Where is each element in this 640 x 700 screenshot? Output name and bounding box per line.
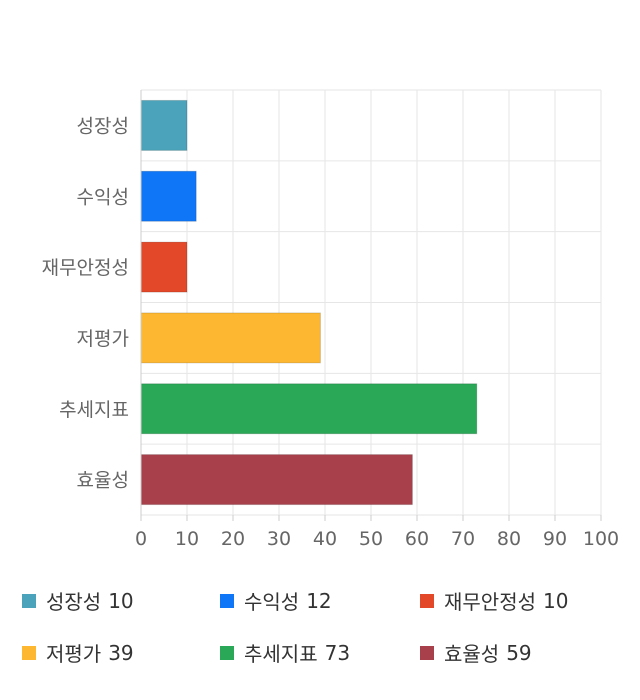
x-tick-label: 0 xyxy=(135,528,147,550)
x-tick-label: 70 xyxy=(451,528,475,550)
x-tick-label: 20 xyxy=(221,528,245,550)
x-tick-label: 40 xyxy=(313,528,337,550)
bar xyxy=(140,383,478,435)
x-tick-label: 10 xyxy=(175,528,199,550)
chart-bars xyxy=(140,99,478,506)
chart-grid xyxy=(140,89,602,516)
bar xyxy=(140,454,413,506)
category-label: 효율성 xyxy=(77,470,129,492)
bar xyxy=(140,312,321,364)
x-tick-label: 60 xyxy=(405,528,429,550)
x-tick-label: 30 xyxy=(267,528,291,550)
category-label: 재무안정성 xyxy=(42,257,129,279)
bar xyxy=(140,241,188,293)
chart-axes xyxy=(140,90,602,521)
x-tick-labels: 0 10 20 30 40 50 60 70 80 90 100 xyxy=(135,528,619,550)
category-label: 수익성 xyxy=(77,186,129,208)
x-tick-label: 100 xyxy=(583,528,619,550)
category-label: 성장성 xyxy=(77,115,129,137)
x-tick-label: 90 xyxy=(543,528,567,550)
bar xyxy=(140,170,197,222)
x-tick-label: 50 xyxy=(359,528,383,550)
category-label: 추세지표 xyxy=(59,399,129,421)
bar xyxy=(140,99,188,151)
category-label: 저평가 xyxy=(77,328,129,350)
x-tick-label: 80 xyxy=(497,528,521,550)
